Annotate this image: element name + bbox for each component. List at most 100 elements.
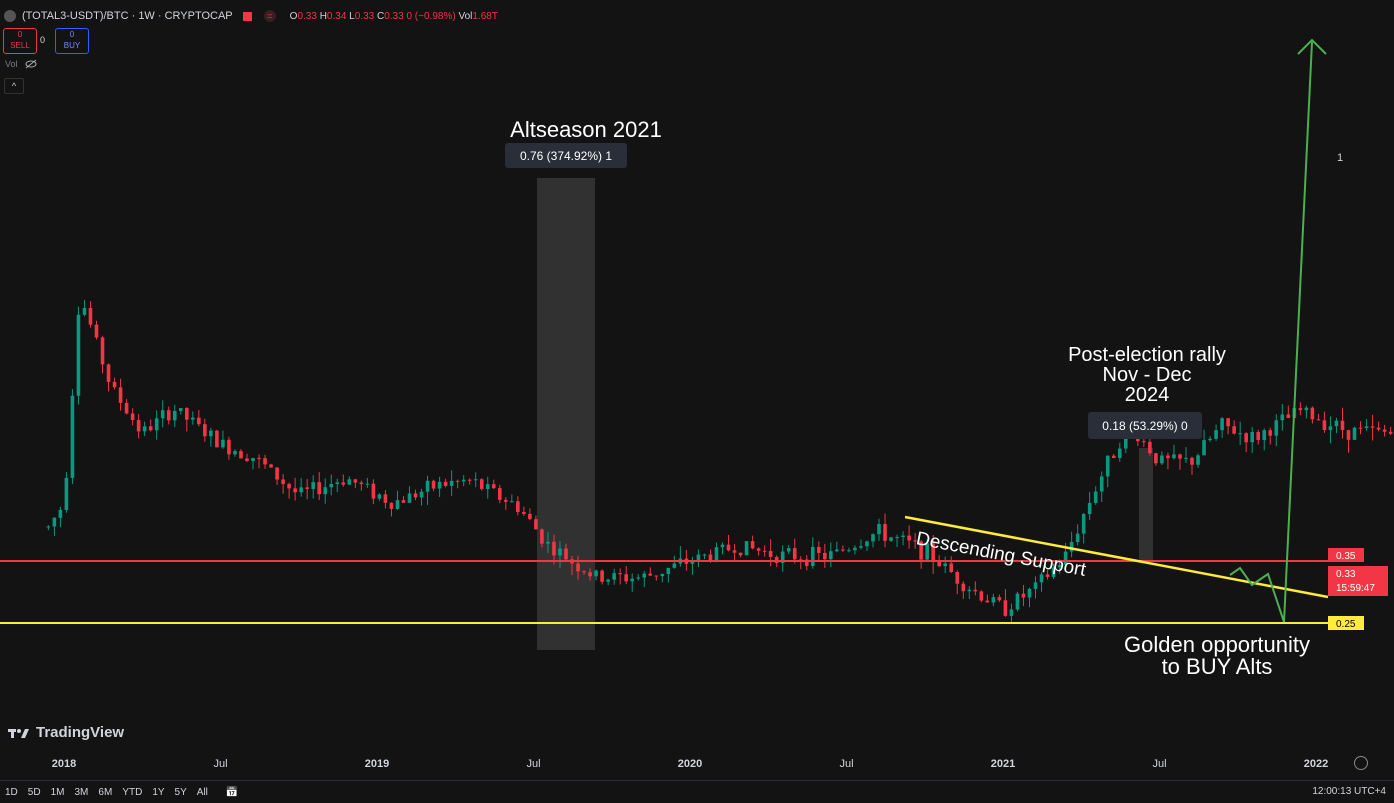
candle-body (618, 573, 622, 575)
symbol-title[interactable]: (TOTAL3-USDT)/BTC · 1W · CRYPTOCAP (22, 10, 233, 22)
timeframe-5d[interactable]: 5D (27, 786, 41, 798)
candle-body (443, 481, 448, 486)
x-tick-label: 2020 (678, 758, 702, 770)
candle-body (407, 493, 412, 503)
candle-body (624, 574, 628, 582)
candle-body (425, 480, 430, 492)
candle-body (479, 479, 484, 489)
candle-body (1057, 564, 1062, 568)
candle-body (118, 387, 123, 403)
candle-body (1160, 455, 1164, 464)
collapse-button[interactable]: ^ (4, 78, 24, 94)
candle-body (1232, 426, 1236, 434)
candle-body (829, 551, 833, 560)
post-election-label: Nov - Dec (1103, 364, 1192, 386)
candle-body (1208, 438, 1212, 441)
candle-body (901, 535, 905, 538)
tradingview-logo-icon (8, 728, 29, 738)
candle-body (780, 551, 785, 563)
candle-body (1298, 408, 1303, 411)
candle-body (76, 314, 81, 396)
candle-body (299, 487, 303, 493)
calendar-icon[interactable]: 📅 (225, 786, 239, 798)
candle-body (660, 573, 665, 577)
timeframe-5y[interactable]: 5Y (174, 786, 187, 798)
candle-body (1358, 427, 1363, 429)
candle-body (148, 426, 153, 431)
rally-measure-box (1139, 448, 1153, 560)
candle-body (949, 563, 954, 573)
candle-body (64, 477, 69, 510)
candle-body (540, 529, 544, 544)
candle-body (961, 583, 966, 592)
candle-body (365, 483, 370, 485)
candle-body (630, 578, 635, 582)
candle-body (522, 512, 526, 514)
timeframe-ytd[interactable]: YTD (122, 786, 143, 798)
flag-icon[interactable] (242, 11, 252, 21)
candle-body (1280, 414, 1285, 421)
candle-body (395, 500, 400, 509)
candle-body (1382, 429, 1387, 432)
timeframe-1d[interactable]: 1D (5, 786, 18, 798)
candle-body (817, 546, 821, 553)
descending-support-line[interactable] (904, 515, 1329, 599)
candle-body (70, 395, 75, 478)
price-label-value: 0.33 (1336, 569, 1356, 580)
timeframe-3m[interactable]: 3M (74, 786, 89, 798)
candle-body (931, 543, 935, 562)
candle-body (1256, 432, 1261, 440)
timeframe-1m[interactable]: 1M (50, 786, 65, 798)
candle-body (1033, 582, 1038, 589)
candle-body (1039, 574, 1044, 583)
candle-body (1274, 420, 1279, 436)
candle-body (329, 483, 334, 488)
settings-icon[interactable] (1354, 756, 1368, 770)
candle-body (510, 501, 514, 503)
timeframe-bar: 1D 5D 1M 3M 6M YTD 1Y 5Y All 📅 (0, 780, 1394, 803)
x-tick-label: Jul (839, 758, 853, 770)
price-label (1328, 616, 1364, 630)
candle-body (672, 563, 677, 568)
timeframe-6m[interactable]: 6M (98, 786, 113, 798)
projection-arrow[interactable] (1229, 41, 1313, 623)
candle-body (1172, 454, 1176, 459)
candle-body (750, 541, 755, 549)
candle-body (877, 523, 881, 535)
altseason-measure-badge (505, 143, 627, 168)
candle-body (431, 480, 436, 489)
eye-hidden-icon[interactable] (25, 59, 37, 69)
candle-body (1328, 426, 1333, 430)
candle-body (1178, 454, 1182, 459)
candle-body (895, 537, 899, 539)
candle-body (720, 544, 725, 548)
candle-body (209, 430, 213, 437)
candle-body (449, 480, 454, 486)
candle-body (558, 548, 562, 556)
candle-body (853, 547, 857, 551)
candle-body (497, 488, 502, 500)
altseason-measure-box (537, 178, 595, 650)
candle-body (907, 535, 911, 541)
altseason-measure-text: 0.76 (374.92%) 1 (520, 149, 612, 163)
candle-body (985, 600, 990, 603)
sell-button[interactable]: 0 SELL (3, 28, 37, 54)
equals-icon[interactable]: = (263, 10, 276, 22)
post-election-label: Post-election rally (1068, 344, 1226, 366)
timeframe-all[interactable]: All (196, 786, 208, 798)
candle-body (371, 483, 376, 499)
candle-body (576, 563, 580, 572)
candle-body (1166, 455, 1170, 459)
candle-body (798, 559, 803, 561)
candle-body (461, 479, 466, 482)
candle-body (1021, 593, 1026, 598)
countdown: 15:59:47 (1336, 583, 1375, 594)
candle-body (401, 500, 406, 503)
candle-body (738, 552, 743, 556)
candle-body (251, 457, 255, 461)
timeframe-1y[interactable]: 1Y (152, 786, 165, 798)
candle-body (124, 402, 129, 414)
buy-button[interactable]: 0 BUY (55, 28, 89, 54)
candle-body (263, 458, 267, 465)
